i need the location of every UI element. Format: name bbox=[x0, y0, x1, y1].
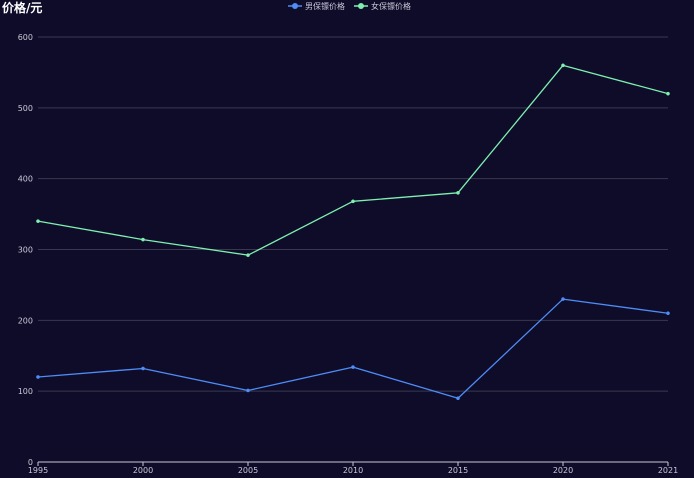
x-tick-label: 2005 bbox=[238, 466, 258, 475]
y-tick-label: 500 bbox=[18, 104, 33, 113]
x-tick-label: 1995 bbox=[28, 466, 48, 475]
data-point[interactable] bbox=[246, 253, 250, 258]
data-point[interactable] bbox=[456, 190, 460, 195]
series-1 bbox=[36, 297, 670, 401]
series-line bbox=[37, 64, 669, 256]
data-point[interactable] bbox=[666, 91, 670, 96]
series-line bbox=[37, 298, 669, 399]
x-tick-label: 2010 bbox=[343, 466, 363, 475]
legend-marker-icon bbox=[292, 3, 298, 9]
data-point[interactable] bbox=[351, 365, 355, 369]
data-point[interactable] bbox=[36, 375, 40, 379]
grid-lines bbox=[38, 36, 668, 392]
y-tick-label: 600 bbox=[18, 33, 33, 42]
legend-marker-icon bbox=[358, 3, 364, 9]
y-tick-label: 200 bbox=[18, 316, 33, 325]
data-point[interactable] bbox=[351, 199, 355, 204]
data-point[interactable] bbox=[36, 219, 40, 224]
y-tick-label: 300 bbox=[18, 246, 33, 255]
legend-label: 男保镖价格 bbox=[305, 1, 345, 11]
data-point[interactable] bbox=[561, 297, 565, 301]
legend[interactable]: 男保镖价格 女保镖价格 bbox=[288, 1, 411, 11]
y-tick-label: 400 bbox=[18, 175, 33, 184]
x-tick-label: 2020 bbox=[553, 466, 573, 475]
data-point[interactable] bbox=[666, 311, 670, 316]
x-tick-label: 2015 bbox=[448, 466, 468, 475]
legend-item[interactable]: 女保镖价格 bbox=[354, 1, 411, 11]
y-tick-label: 100 bbox=[18, 387, 33, 396]
data-point[interactable] bbox=[561, 63, 565, 68]
data-point[interactable] bbox=[456, 396, 460, 401]
x-tick-label: 2021 bbox=[658, 466, 678, 475]
data-point[interactable] bbox=[141, 237, 145, 242]
data-point[interactable] bbox=[246, 388, 250, 393]
series-layer bbox=[36, 63, 670, 401]
legend-label: 女保镖价格 bbox=[371, 1, 411, 11]
x-tick-label: 2000 bbox=[133, 466, 153, 475]
series-2 bbox=[36, 63, 670, 258]
legend-item[interactable]: 男保镖价格 bbox=[288, 1, 345, 11]
data-point[interactable] bbox=[141, 366, 145, 371]
axes: 0 100 200 300 400 500 600 1995 2000 2005 2010 2015 2… bbox=[18, 33, 678, 475]
y-axis-title: 价格/元 bbox=[2, 0, 42, 15]
y-tick-label: 0 bbox=[28, 458, 33, 467]
